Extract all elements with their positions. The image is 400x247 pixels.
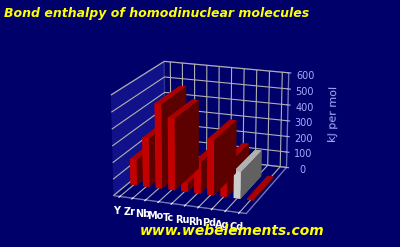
Text: Bond enthalpy of homodinuclear molecules: Bond enthalpy of homodinuclear molecules (4, 7, 309, 21)
Text: www.webelements.com: www.webelements.com (140, 224, 325, 238)
